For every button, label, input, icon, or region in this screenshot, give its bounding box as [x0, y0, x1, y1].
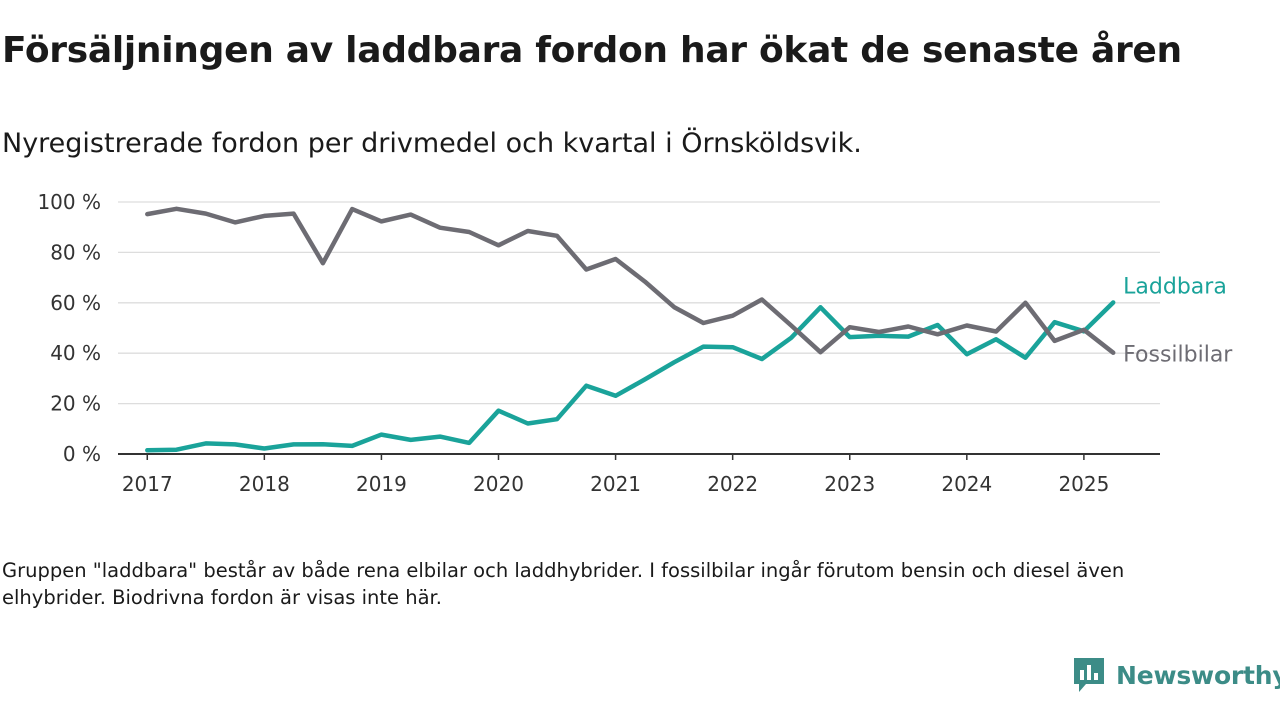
y-tick-label: 100 % — [37, 190, 101, 214]
chart-subtitle: Nyregistrerade fordon per drivmedel och … — [2, 128, 862, 159]
gridlines — [118, 201, 1160, 405]
series-labels: Laddbara Fossilbilar — [1123, 275, 1233, 368]
x-tick-label: 2020 — [473, 472, 524, 496]
x-tick-label: 2022 — [707, 472, 758, 496]
x-tick-label: 2023 — [824, 472, 875, 496]
line-chart: 0 % 20 % 40 % 60 % 80 % 100 % 2017 2018 2019 202… — [37, 190, 1233, 496]
y-tick-label: 60 % — [50, 291, 101, 315]
series-line-laddbara — [145, 300, 1116, 453]
logo-icon — [1074, 658, 1104, 692]
newsworthy-logo: Newsworthy — [1072, 656, 1280, 694]
series-line-fossilbilar — [145, 206, 1116, 355]
chart-title: Försäljningen av laddbara fordon har öka… — [2, 30, 1182, 71]
footnote: Gruppen "laddbara" består av både rena e… — [2, 559, 1125, 609]
y-tick-label: 0 % — [63, 442, 101, 466]
x-axis: 2017 2018 2019 2020 2021 2022 2023 2024 2025 — [118, 453, 1160, 496]
y-axis: 0 % 20 % 40 % 60 % 80 % 100 % — [37, 190, 101, 466]
y-tick-label: 80 % — [50, 240, 101, 264]
series-lines — [145, 206, 1116, 453]
y-tick-label: 40 % — [50, 341, 101, 365]
brand-name: Newsworthy — [1116, 660, 1280, 690]
y-tick-label: 20 % — [50, 392, 101, 416]
x-tick-label: 2017 — [122, 472, 173, 496]
x-tick-label: 2018 — [239, 472, 290, 496]
x-tick-label: 2021 — [590, 472, 641, 496]
x-tick-label: 2025 — [1058, 472, 1109, 496]
series-label-laddbara: Laddbara — [1123, 275, 1227, 300]
x-tick-label: 2019 — [356, 472, 407, 496]
x-tick-label: 2024 — [941, 472, 992, 496]
series-label-fossilbilar: Fossilbilar — [1123, 343, 1233, 368]
